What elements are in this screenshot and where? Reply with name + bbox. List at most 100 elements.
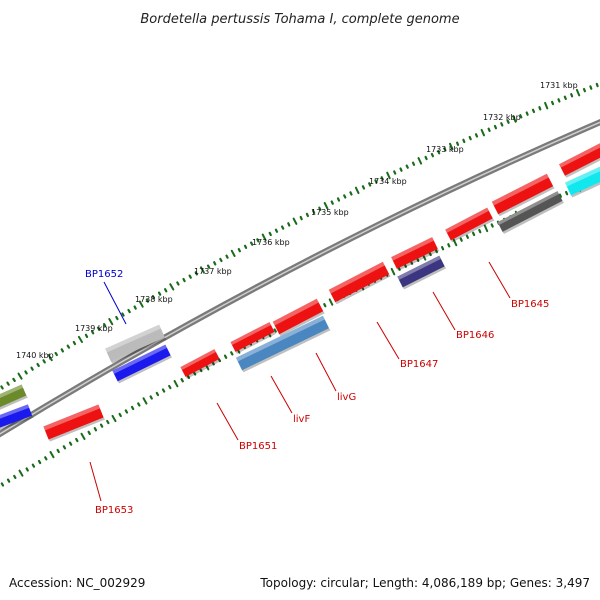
scale-label-1734: 1734 kbp <box>369 177 407 186</box>
upper-track-tick <box>256 238 260 243</box>
upper-track-tick <box>443 147 447 152</box>
upper-track-tick <box>287 222 291 227</box>
upper-track-tick <box>157 291 162 296</box>
gene-olive-left[interactable] <box>0 384 28 413</box>
gene-label-bp1652[interactable]: BP1652 <box>85 269 123 280</box>
gene-bp1652-blue[interactable] <box>112 344 173 384</box>
upper-track-tick <box>386 171 391 180</box>
leader-livg <box>315 352 337 392</box>
scale-ticks <box>0 82 600 487</box>
upper-track-tick <box>430 152 434 158</box>
gene-red-c[interactable] <box>272 298 325 337</box>
upper-track-tick <box>595 82 599 88</box>
gene-label-livf[interactable]: livF <box>293 414 310 425</box>
lower-track-tick <box>130 405 135 411</box>
gene-bp1652-blue-shine <box>112 344 167 374</box>
upper-track-tick <box>474 133 479 138</box>
upper-track-tick <box>42 359 46 364</box>
upper-track-tick <box>0 385 4 390</box>
gene-label-livg[interactable]: livG <box>337 392 356 403</box>
gene-red-h[interactable] <box>559 142 600 178</box>
gene-blue-left-shine <box>0 404 30 419</box>
gene-red-b-body <box>230 322 275 352</box>
upper-track-tick <box>200 266 205 274</box>
lower-track-tick <box>80 432 86 440</box>
lower-track-tick <box>428 251 432 257</box>
upper-track-tick <box>102 323 107 328</box>
gene-red-b[interactable] <box>230 322 277 354</box>
gene-red-d-shine <box>328 261 385 294</box>
gene-darkgray[interactable] <box>497 191 565 234</box>
lower-track-tick <box>223 354 228 359</box>
gene-bp1646-navy-shadow <box>402 266 447 290</box>
gene-red-d[interactable] <box>328 261 391 305</box>
lower-track-tick <box>155 391 160 397</box>
gene-bp1652-gray[interactable] <box>105 324 167 364</box>
upper-track-tick <box>133 305 137 310</box>
upper-track-tick <box>480 128 485 137</box>
gene-bp1652-gray-shine <box>105 324 161 353</box>
upper-track-tick <box>108 318 114 326</box>
gene-label-bp1646[interactable]: BP1646 <box>456 330 494 341</box>
gene-olive-left-shadow <box>0 395 28 410</box>
upper-track-tick <box>292 217 298 225</box>
gene-livf-livg-shine <box>235 315 325 362</box>
lower-track-tick <box>118 412 122 418</box>
leader-bp1646 <box>432 291 456 331</box>
gene-red-f[interactable] <box>445 207 495 243</box>
gene-bp1646-navy-shine <box>397 255 441 280</box>
lower-track-tick <box>56 448 60 454</box>
gene-red-f-shine <box>445 207 489 233</box>
upper-track-tick <box>230 249 236 257</box>
upper-track-tick <box>237 248 241 253</box>
lower-track-tick <box>390 267 396 276</box>
gene-blue-left-body <box>0 404 33 428</box>
lower-track-tick <box>459 237 463 242</box>
lower-track-tick <box>230 351 234 356</box>
lower-track-tick <box>273 328 277 333</box>
gene-red-c-shadow <box>279 311 325 337</box>
leader-bp1651 <box>216 402 239 441</box>
lower-track-tick <box>124 409 129 414</box>
upper-track-tick <box>506 119 510 124</box>
gene-red-b-shine <box>230 322 271 346</box>
upper-track-tick <box>449 142 454 151</box>
leader-bp1653 <box>89 461 102 502</box>
lower-track-tick <box>472 231 476 237</box>
gene-red-c-body <box>272 298 324 335</box>
gene-bp1653[interactable] <box>43 404 106 442</box>
upper-track-tick <box>96 326 101 331</box>
gene-red-a[interactable] <box>180 349 222 379</box>
scale-label-1738: 1738 kbp <box>135 295 173 304</box>
gene-label-bp1647[interactable]: BP1647 <box>400 359 438 370</box>
gene-label-bp1651[interactable]: BP1651 <box>239 441 277 452</box>
upper-track-tick <box>47 354 53 362</box>
upper-track-tick <box>127 308 131 314</box>
lower-track-tick <box>490 223 494 228</box>
gene-livf-livg[interactable] <box>235 315 331 373</box>
scale-label-1731: 1731 kbp <box>540 81 578 90</box>
gene-features <box>0 142 600 442</box>
upper-track-tick <box>399 167 403 172</box>
upper-track-tick <box>468 135 472 141</box>
upper-track-tick <box>417 157 423 165</box>
gene-bp1646-navy[interactable] <box>397 255 447 290</box>
gene-red-e[interactable] <box>391 237 440 271</box>
upper-track-tick <box>368 182 372 187</box>
gene-blue-left[interactable] <box>0 404 34 432</box>
lower-track-tick <box>410 260 414 265</box>
gene-darkgray-shadow <box>502 200 565 234</box>
gene-bp1652-gray-body <box>105 324 165 362</box>
gene-red-h-shine <box>559 143 600 168</box>
gene-red-g[interactable] <box>491 173 555 217</box>
upper-track-tick <box>115 315 119 321</box>
gene-cyan[interactable] <box>565 166 600 198</box>
gene-label-bp1653[interactable]: BP1653 <box>95 505 133 516</box>
gene-label-bp1645[interactable]: BP1645 <box>511 299 549 310</box>
upper-track-tick <box>525 111 529 116</box>
upper-track-tick <box>318 206 322 211</box>
upper-track-tick <box>323 202 329 210</box>
gene-red-a-shine <box>180 349 216 371</box>
